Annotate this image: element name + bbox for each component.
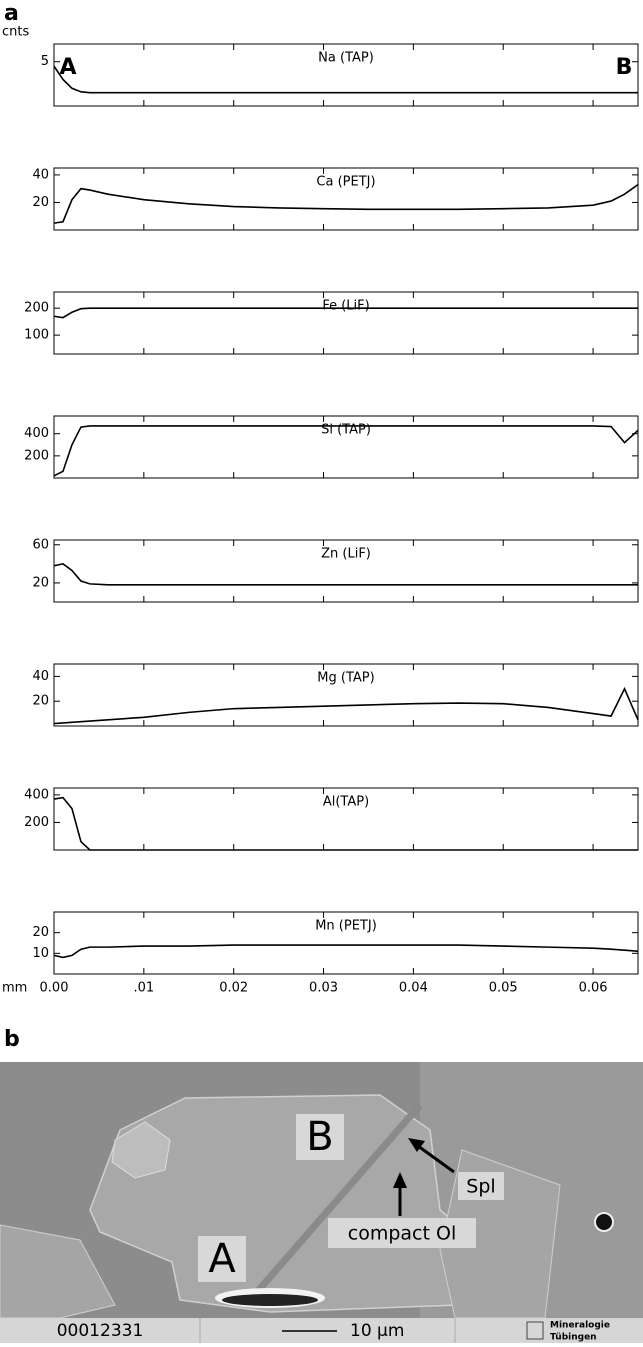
panel-title: Zn (LiF) <box>321 547 371 562</box>
trace <box>247 1102 423 1303</box>
image-label: Spl <box>466 1176 495 1198</box>
fragment <box>0 1224 116 1319</box>
y-tick-label: 200 <box>24 815 49 830</box>
panel-title: Si (TAP) <box>321 423 371 438</box>
plot-frame <box>53 663 639 727</box>
image-label: compact Ol <box>348 1223 456 1245</box>
annotation: B <box>616 55 633 80</box>
hole <box>594 1212 614 1232</box>
label-box <box>296 1114 344 1160</box>
x-tick-label: .01 <box>134 981 155 996</box>
x-tick-label: 0.00 <box>40 981 69 996</box>
label-box <box>328 1218 476 1248</box>
panel-title: Na (TAP) <box>318 51 374 66</box>
fit-line <box>53 686 639 725</box>
panel-title: Fe (LiF) <box>322 299 369 314</box>
arrow-head <box>408 1138 425 1152</box>
plot-frame <box>53 167 639 231</box>
label-box <box>458 1172 504 1200</box>
y-tick-label: 200 <box>24 448 49 463</box>
y-tick-label: 400 <box>24 787 49 802</box>
pit <box>222 1294 318 1306</box>
annotation: A <box>59 55 76 80</box>
x-tick-label: 0.05 <box>489 981 518 996</box>
fit-line <box>53 425 639 477</box>
x-tick-label: 0.02 <box>219 981 248 996</box>
image-label: A <box>208 1236 236 1282</box>
y-tick-label: 60 <box>32 537 49 552</box>
plot-frame <box>53 539 639 603</box>
x-tick-label: 0.06 <box>579 981 608 996</box>
y-tick-label: 40 <box>32 167 49 182</box>
y-tick-label: 5 <box>41 54 49 69</box>
panel-title: Ca (PETJ) <box>316 175 375 190</box>
sem-image: B A Spl compact Ol 00012331 10 µm Minera… <box>0 1062 643 1343</box>
scale-label: 10 µm <box>350 1321 404 1341</box>
arrow-head <box>393 1172 407 1188</box>
x-tick-label: 0.03 <box>309 981 338 996</box>
y-tick-label: 40 <box>32 669 49 684</box>
image-id: 00012331 <box>57 1321 144 1341</box>
y-tick-label: 400 <box>24 426 49 441</box>
x-label: mm <box>2 981 27 996</box>
y-tick-label: 20 <box>32 575 49 590</box>
panel-title: Mg (TAP) <box>317 671 374 686</box>
label-box <box>198 1236 246 1282</box>
plot-frame <box>53 291 639 355</box>
plot-frame <box>53 911 639 975</box>
panel-label: b <box>4 1027 20 1052</box>
arrow <box>417 1144 455 1174</box>
panel-title: Mn (PETJ) <box>315 919 377 934</box>
image-label: B <box>306 1114 333 1160</box>
fit-line <box>53 796 638 851</box>
logo-icon <box>526 1321 544 1340</box>
panel-label: a <box>4 1 19 26</box>
y-tick-label: 20 <box>32 195 49 210</box>
y-tick-label: 100 <box>24 328 49 343</box>
y-tick-label: 20 <box>32 925 49 940</box>
x-tick-label: 0.04 <box>399 981 428 996</box>
panel-title: Al(TAP) <box>323 795 369 810</box>
fit-line <box>53 944 639 959</box>
fit-line <box>53 65 638 94</box>
y-tick-label: 20 <box>32 694 49 709</box>
fit-line <box>53 307 638 319</box>
y-tick-label: 200 <box>24 301 49 316</box>
logo-text: Tübingen <box>550 1333 597 1343</box>
grain <box>111 1121 171 1179</box>
fit-line <box>53 562 638 586</box>
plot-frame <box>53 43 639 107</box>
logo-text: Mineralogie <box>550 1321 610 1331</box>
y-tick-label: 10 <box>32 946 49 961</box>
y-label: cnts <box>2 25 29 40</box>
fit-line <box>53 183 639 224</box>
plot-frame <box>53 415 639 479</box>
